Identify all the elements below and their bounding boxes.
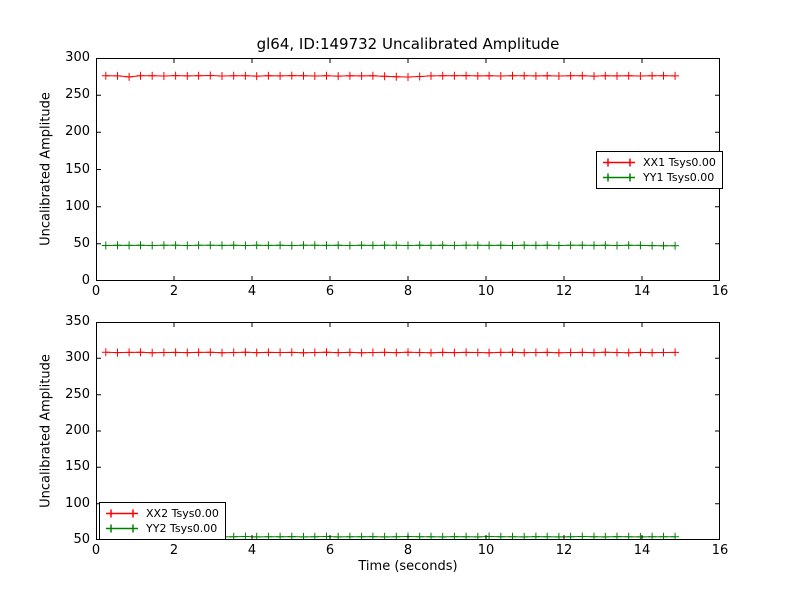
x-tick-label: 14	[633, 543, 651, 558]
legend-line-sample-icon	[603, 158, 635, 167]
y-tick-label: 100	[65, 495, 90, 511]
x-tick-label: 10	[477, 543, 495, 558]
x-tick-label: 4	[247, 284, 257, 299]
y-tick-label: 250	[65, 87, 90, 103]
x-tick-label: 12	[555, 284, 573, 299]
legend-entry: XX2 Tsys0.00	[104, 506, 219, 521]
x-tick-label: 4	[247, 543, 257, 558]
x-tick-label: 16	[711, 284, 729, 299]
y-tick-label: 100	[65, 198, 90, 214]
y-tick-label: 250	[65, 386, 90, 402]
legend-line-sample-icon	[603, 173, 635, 182]
x-tick-label: 6	[325, 284, 335, 299]
y-tick-label: 200	[65, 124, 90, 140]
x-tick-label: 8	[403, 543, 413, 558]
y-tick-label: 350	[65, 314, 90, 329]
x-tick-label: 12	[555, 543, 573, 558]
legend-label: YY1 Tsys0.00	[643, 171, 715, 184]
y-tick-label: 0	[81, 273, 90, 288]
legend-top: XX1 Tsys0.00 YY1 Tsys0.00	[596, 151, 723, 189]
x-axis-label: Time (seconds)	[358, 559, 458, 574]
x-tick-label: 8	[403, 284, 413, 299]
legend-label: XX2 Tsys0.00	[146, 507, 219, 520]
plot-frame	[96, 322, 720, 540]
y-tick-label: 300	[65, 350, 90, 366]
chart-title: gl64, ID:149732 Uncalibrated Amplitude	[256, 35, 560, 53]
legend-label: YY2 Tsys0.00	[146, 522, 218, 535]
subplot-bottom-plot-area	[96, 322, 720, 540]
y-tick-label: 50	[73, 532, 90, 547]
y-tick-label: 50	[73, 235, 90, 251]
legend-entry: YY1 Tsys0.00	[601, 170, 716, 185]
legend-entry: XX1 Tsys0.00	[601, 155, 716, 170]
x-tick-label: 16	[711, 543, 729, 558]
x-tick-label: 2	[169, 284, 179, 299]
series-yy1	[101, 241, 680, 250]
x-tick-label: 10	[477, 284, 495, 299]
x-tick-label: 14	[633, 284, 651, 299]
y-tick-label: 150	[65, 161, 90, 177]
series-xx1	[101, 71, 680, 81]
x-tick-label: 2	[169, 543, 179, 558]
y-tick-label: 200	[65, 423, 90, 438]
x-tick-label: 0	[91, 543, 101, 558]
legend-label: XX1 Tsys0.00	[643, 156, 716, 169]
y-tick-label: 150	[65, 459, 90, 475]
legend-line-sample-icon	[106, 509, 138, 518]
axis-ticks	[96, 58, 720, 281]
y-tick-label: 300	[65, 50, 90, 65]
x-tick-label: 0	[91, 284, 101, 299]
subplot-top-plot-area	[96, 58, 720, 281]
legend-bottom: XX2 Tsys0.00 YY2 Tsys0.00	[99, 502, 226, 540]
series-xx2	[101, 348, 680, 357]
x-tick-label: 6	[325, 543, 335, 558]
legend-entry: YY2 Tsys0.00	[104, 521, 219, 536]
legend-line-sample-icon	[106, 524, 138, 533]
